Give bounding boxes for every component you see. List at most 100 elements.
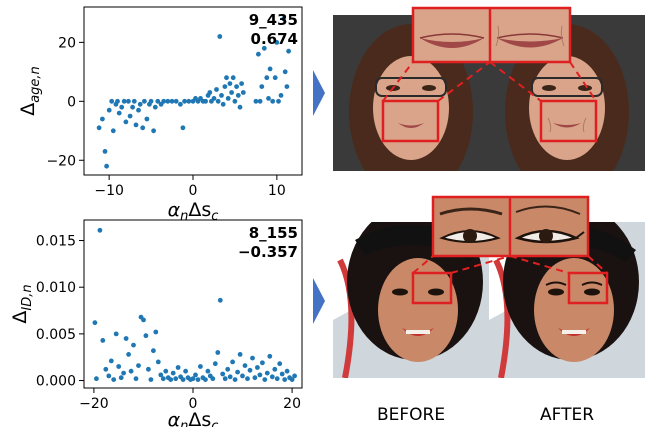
data-point	[217, 34, 223, 39]
data-point	[247, 367, 253, 373]
x-tick-label: −20	[79, 396, 109, 412]
data-point	[220, 101, 226, 107]
data-point	[286, 48, 291, 54]
data-point	[133, 122, 139, 128]
data-point	[260, 360, 265, 366]
data-point	[102, 149, 108, 154]
data-point	[173, 376, 179, 382]
data-point	[142, 98, 147, 104]
data-point	[155, 98, 161, 104]
data-point	[182, 98, 188, 104]
data-point	[161, 98, 167, 104]
data-point	[106, 373, 112, 379]
data-point	[230, 359, 236, 365]
highlight-box	[381, 99, 440, 143]
data-point	[270, 98, 276, 104]
identity-scatter-plot: −20 0 20 0.000 0.005 0.010 0.015 αnΔsc ΔID,n 8_15…	[9, 219, 303, 427]
data-point	[193, 372, 198, 378]
data-point	[281, 16, 286, 22]
data-point	[152, 104, 158, 110]
data-point	[210, 376, 216, 382]
data-point	[272, 366, 278, 372]
data-point	[284, 84, 290, 89]
data-point	[235, 93, 241, 98]
data-point	[267, 353, 273, 359]
data-point	[282, 69, 288, 75]
data-point	[232, 377, 238, 382]
data-point	[261, 45, 267, 51]
data-point	[274, 376, 280, 382]
x-tick-label: 0	[189, 183, 198, 199]
data-point	[269, 374, 275, 380]
data-point	[116, 110, 122, 116]
data-point	[128, 368, 134, 374]
data-point	[136, 107, 141, 113]
data-point	[110, 128, 116, 134]
data-point	[250, 355, 255, 361]
highlight-box	[411, 271, 453, 305]
x-axis-label: αnΔsc	[168, 199, 219, 224]
zoom-inset-eye	[431, 195, 590, 258]
before-label: BEFORE	[377, 405, 445, 425]
y-tick-label: 0.005	[36, 327, 76, 343]
data-point	[168, 377, 174, 382]
data-point	[151, 348, 156, 354]
data-point	[289, 377, 295, 382]
data-point	[183, 368, 189, 374]
data-point	[264, 75, 270, 81]
data-point	[282, 377, 288, 382]
data-point	[116, 364, 122, 369]
y-tick-label: −20	[46, 153, 76, 169]
data-point	[259, 84, 265, 89]
data-point	[242, 363, 248, 368]
data-point	[272, 75, 278, 81]
data-point	[173, 98, 179, 104]
y-tick-label: 20	[58, 35, 76, 51]
data-point	[109, 98, 115, 104]
data-point	[123, 119, 129, 125]
data-point	[232, 98, 238, 104]
data-point	[143, 333, 149, 339]
data-point	[123, 336, 129, 341]
data-point	[205, 368, 211, 374]
arrow-icon	[313, 278, 325, 324]
data-point	[106, 107, 112, 113]
data-point	[127, 113, 133, 119]
data-point	[227, 374, 233, 380]
data-point	[253, 98, 259, 104]
data-point	[279, 371, 285, 377]
data-point	[133, 376, 139, 382]
data-point	[144, 116, 150, 122]
data-point	[115, 98, 120, 104]
correlation-value: 0.674	[251, 30, 298, 48]
data-point	[170, 370, 176, 376]
data-point	[131, 342, 136, 348]
data-point	[214, 87, 219, 92]
data-point	[217, 297, 223, 303]
data-point	[245, 376, 250, 382]
data-point	[240, 373, 245, 379]
data-point	[103, 366, 109, 372]
x-tick-label: 20	[283, 396, 301, 412]
data-point	[277, 361, 283, 367]
data-point	[148, 98, 154, 104]
data-point	[274, 40, 280, 45]
data-point	[92, 320, 98, 326]
data-point	[252, 375, 258, 381]
x-axis-label: αnΔsc	[168, 409, 219, 427]
data-point	[198, 364, 203, 369]
data-point	[125, 98, 131, 104]
correlation-value: −0.357	[238, 243, 298, 261]
data-point	[225, 96, 231, 101]
data-point	[104, 163, 109, 169]
data-point	[224, 75, 229, 81]
data-point	[165, 98, 171, 104]
data-point	[262, 377, 268, 382]
data-point	[257, 98, 263, 104]
data-point	[140, 125, 146, 131]
data-point	[203, 98, 209, 104]
data-point	[151, 128, 157, 134]
data-point	[255, 365, 260, 370]
data-point	[178, 101, 183, 107]
